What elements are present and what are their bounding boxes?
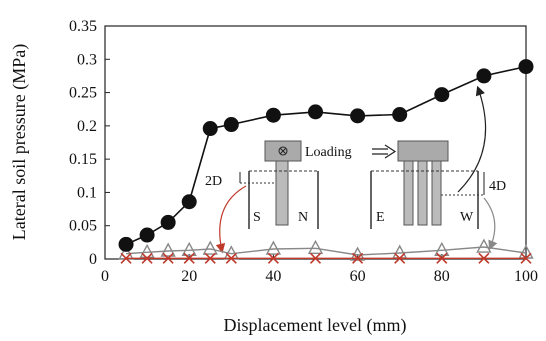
data-point-x: [309, 252, 322, 264]
data-point-x: [352, 252, 364, 264]
data-point-triangle: [307, 239, 324, 255]
y-tick-label: 0: [89, 251, 97, 268]
data-point-circle: [350, 108, 366, 124]
x-tick-label: 20: [181, 268, 197, 285]
data-point-x: [120, 252, 132, 264]
data-point-triangle: [265, 240, 282, 255]
y-axis-title: Lateral soil pressure (MPa): [9, 44, 30, 240]
y-tick-label: 0.05: [69, 218, 97, 235]
data-point-circle: [181, 194, 197, 210]
data-point-circle: [476, 68, 492, 84]
data-point-x: [267, 252, 279, 264]
right-label-w: W: [460, 210, 474, 225]
arrow-to-x-series: [215, 185, 247, 254]
y-tick-label: 0.25: [69, 85, 97, 102]
x-tick-label: 100: [514, 268, 538, 285]
data-point-circle: [223, 117, 239, 133]
right-pile-1: [403, 160, 414, 226]
data-point-x: [394, 252, 406, 264]
data-point-circle: [518, 59, 534, 75]
data-point-circle: [265, 107, 281, 123]
y-tick-label: 0.15: [69, 151, 97, 168]
data-point-x: [141, 252, 153, 264]
data-point-triangle: [181, 241, 197, 257]
series-line-triangle-open: [125, 246, 527, 256]
data-point-x: [204, 252, 216, 264]
left-cap-symbol: [278, 146, 288, 156]
right-label-e: E: [376, 210, 385, 225]
right-dim-label: 4D: [489, 179, 506, 194]
left-label-s: S: [253, 210, 261, 225]
data-point-circle: [202, 121, 218, 137]
data-point-circle: [139, 227, 155, 243]
series-layer: [118, 59, 534, 264]
data-point-circle: [308, 104, 323, 120]
right-pile-3: [431, 160, 442, 226]
data-point-x: [225, 252, 237, 264]
x-axis-title: Displacement level (mm): [224, 315, 407, 336]
x-tick-label: 40: [265, 268, 281, 285]
y-ticks: 0 0.05 0.1 0.15 0.2 0.25 0.3 0.35: [69, 18, 110, 268]
right-cap: [397, 140, 449, 162]
y-tick-label: 0.2: [77, 118, 97, 135]
left-pile: [275, 160, 289, 226]
data-point-x: [478, 252, 490, 264]
left-dim-label: 2D: [205, 174, 222, 189]
data-point-circle: [118, 236, 134, 252]
data-point-x: [520, 252, 532, 264]
y-tick-label: 0.1: [77, 184, 97, 201]
left-label-n: N: [298, 210, 308, 225]
loading-arrow: [372, 144, 397, 159]
left-cap-x2: [279, 147, 287, 155]
arrow-to-triangle-series: [483, 197, 498, 251]
data-point-triangle: [476, 238, 492, 253]
y-tick-label: 0.3: [77, 51, 97, 68]
loading-label: Loading: [305, 145, 352, 160]
data-point-circle: [434, 87, 450, 103]
x-tick-label: 0: [101, 268, 109, 285]
x-tick-label: 80: [434, 268, 450, 285]
data-point-triangle: [202, 240, 218, 255]
x-ticks: 0 20 40 60 80 100: [101, 254, 538, 285]
data-point-circle: [160, 214, 176, 230]
data-point-circle: [392, 107, 408, 123]
x-tick-label: 60: [350, 268, 366, 285]
data-point-triangle: [434, 241, 450, 257]
data-point-x: [183, 252, 195, 264]
y-tick-label: 0.35: [69, 18, 97, 35]
data-point-x: [436, 252, 448, 264]
arrow-to-circle-series: [457, 85, 487, 193]
right-pile-2: [417, 160, 428, 226]
inset-schematic: 2D S N Loading 4D E W: [205, 85, 506, 254]
data-point-triangle: [160, 242, 176, 257]
data-point-x: [162, 252, 174, 264]
